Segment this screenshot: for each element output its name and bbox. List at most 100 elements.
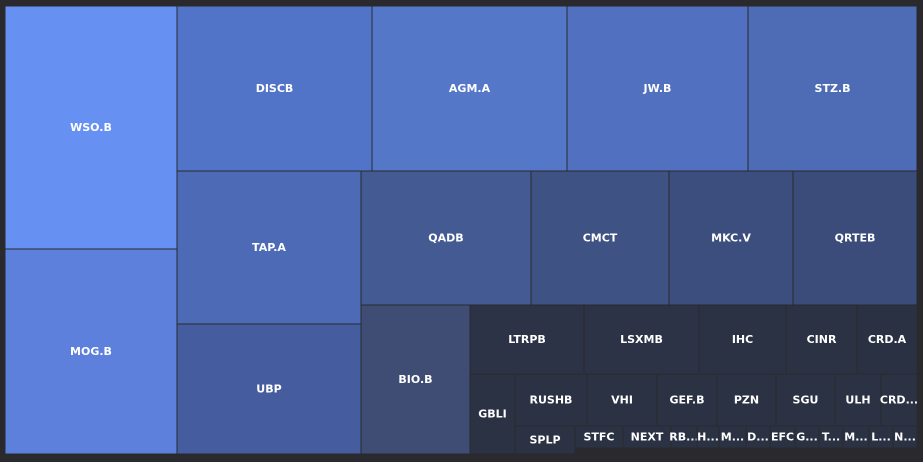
tile-label: AGM.A (449, 82, 491, 95)
tile-label: N... (894, 431, 916, 444)
tile-label: D... (747, 431, 769, 444)
tile-jw-b[interactable]: JW.B (566, 5, 749, 172)
tile-rect[interactable] (176, 5, 373, 172)
tile-crd[interactable]: CRD... (880, 373, 918, 427)
tile-d[interactable]: D... (745, 425, 771, 449)
tile-rect[interactable] (856, 304, 918, 375)
tile-efc[interactable]: EFC (769, 425, 796, 449)
tile-rect[interactable] (785, 304, 858, 375)
tile-label: RB... (669, 431, 698, 444)
tile-label: EFC (771, 431, 794, 444)
tile-vhi[interactable]: VHI (586, 373, 658, 427)
tile-crd-a[interactable]: CRD.A (856, 304, 918, 375)
tile-agm-a[interactable]: AGM.A (371, 5, 568, 172)
tile-label: LTRPB (508, 333, 546, 346)
tile-rect[interactable] (583, 304, 700, 375)
tile-stfc[interactable]: STFC (574, 425, 624, 449)
tile-label: GBLI (478, 408, 507, 421)
tile-sgu[interactable]: SGU (775, 373, 836, 427)
tile-rect[interactable] (530, 170, 670, 306)
tile-l[interactable]: L... (868, 425, 894, 449)
tile-label: CINR (807, 333, 837, 346)
tile-rushb[interactable]: RUSHB (514, 373, 588, 427)
tile-lsxmb[interactable]: LSXMB (583, 304, 700, 375)
tile-label: MOG.B (70, 345, 112, 358)
tile-label: LSXMB (620, 333, 663, 346)
tile-label: MKC.V (711, 232, 751, 245)
tile-label: WSO.B (70, 121, 112, 134)
tile-label: NEXT (631, 431, 664, 444)
tile-stz-b[interactable]: STZ.B (747, 5, 918, 172)
tile-label: M... (721, 431, 744, 444)
tile-bio-b[interactable]: BIO.B (360, 304, 471, 455)
tile-mog-b[interactable]: MOG.B (4, 248, 178, 455)
tile-rect[interactable] (834, 373, 882, 427)
tile-rect[interactable] (586, 373, 658, 427)
tile-rect[interactable] (656, 373, 718, 427)
tile-label: CRD... (880, 394, 918, 407)
tile-rect[interactable] (880, 373, 918, 427)
tile-tap-a[interactable]: TAP.A (176, 170, 362, 325)
tile-n[interactable]: N... (892, 425, 918, 449)
tile-qadb[interactable]: QADB (360, 170, 532, 306)
tile-rect[interactable] (469, 373, 516, 455)
tile-gbli[interactable]: GBLI (469, 373, 516, 455)
tile-label: BIO.B (398, 373, 432, 386)
tile-rect[interactable] (176, 170, 362, 325)
tile-rect[interactable] (371, 5, 568, 172)
tile-ubp[interactable]: UBP (176, 323, 362, 455)
tile-rect[interactable] (716, 373, 777, 427)
tile-next[interactable]: NEXT (622, 425, 672, 449)
tile-cinr[interactable]: CINR (785, 304, 858, 375)
tile-label: CRD.A (868, 333, 907, 346)
tile-label: VHI (611, 394, 633, 407)
tile-h[interactable]: H... (696, 425, 720, 449)
tile-rb[interactable]: RB... (669, 425, 699, 449)
tile-discb[interactable]: DISCB (176, 5, 373, 172)
tile-rect[interactable] (360, 170, 532, 306)
tile-label: JW.B (643, 82, 672, 95)
tile-rect[interactable] (747, 5, 918, 172)
tile-rect[interactable] (360, 304, 471, 455)
tile-rect[interactable] (892, 425, 918, 449)
tile-ulh[interactable]: ULH (834, 373, 882, 427)
tile-rect[interactable] (514, 373, 588, 427)
tile-label: SGU (793, 394, 819, 407)
tile-label: QADB (428, 232, 463, 245)
tile-label: H... (697, 431, 719, 444)
tile-ltrpb[interactable]: LTRPB (469, 304, 585, 375)
tile-label: SPLP (529, 434, 560, 447)
tile-mkc-v[interactable]: MKC.V (668, 170, 794, 306)
tile-label: UBP (256, 383, 281, 396)
tile-m[interactable]: M... (718, 425, 747, 449)
tile-splp[interactable]: SPLP (514, 425, 576, 455)
tile-label: STFC (583, 431, 614, 444)
tile-label: T... (822, 431, 840, 444)
tile-label: G... (796, 431, 818, 444)
tile-label: CMCT (583, 232, 618, 245)
tile-pzn[interactable]: PZN (716, 373, 777, 427)
tile-rect[interactable] (4, 248, 178, 455)
tile-rect[interactable] (698, 304, 787, 375)
tile-ihc[interactable]: IHC (698, 304, 787, 375)
tile-g[interactable]: G... (794, 425, 820, 449)
tile-rect[interactable] (4, 5, 178, 250)
tile-gef-b[interactable]: GEF.B (656, 373, 718, 427)
tile-label: RUSHB (530, 394, 573, 407)
tile-label: QRTEB (835, 232, 876, 245)
tile-label: IHC (732, 333, 753, 346)
tile-cmct[interactable]: CMCT (530, 170, 670, 306)
tile-t[interactable]: T... (818, 425, 844, 449)
tile-label: TAP.A (252, 241, 286, 254)
tile-m[interactable]: M... (842, 425, 870, 449)
tile-rect[interactable] (792, 170, 918, 306)
tile-label: ULH (845, 394, 870, 407)
tile-qrteb[interactable]: QRTEB (792, 170, 918, 306)
treemap-tiles: WSO.B MOG.B DISCB AGM.A JW.B STZ.B TAP.A UBP QAD… (4, 5, 918, 455)
tile-rect[interactable] (176, 323, 362, 455)
tile-label: L... (871, 431, 891, 444)
tile-label: PZN (734, 394, 759, 407)
tile-rect[interactable] (469, 304, 585, 375)
tile-wso-b[interactable]: WSO.B (4, 5, 178, 250)
tile-rect[interactable] (775, 373, 836, 427)
